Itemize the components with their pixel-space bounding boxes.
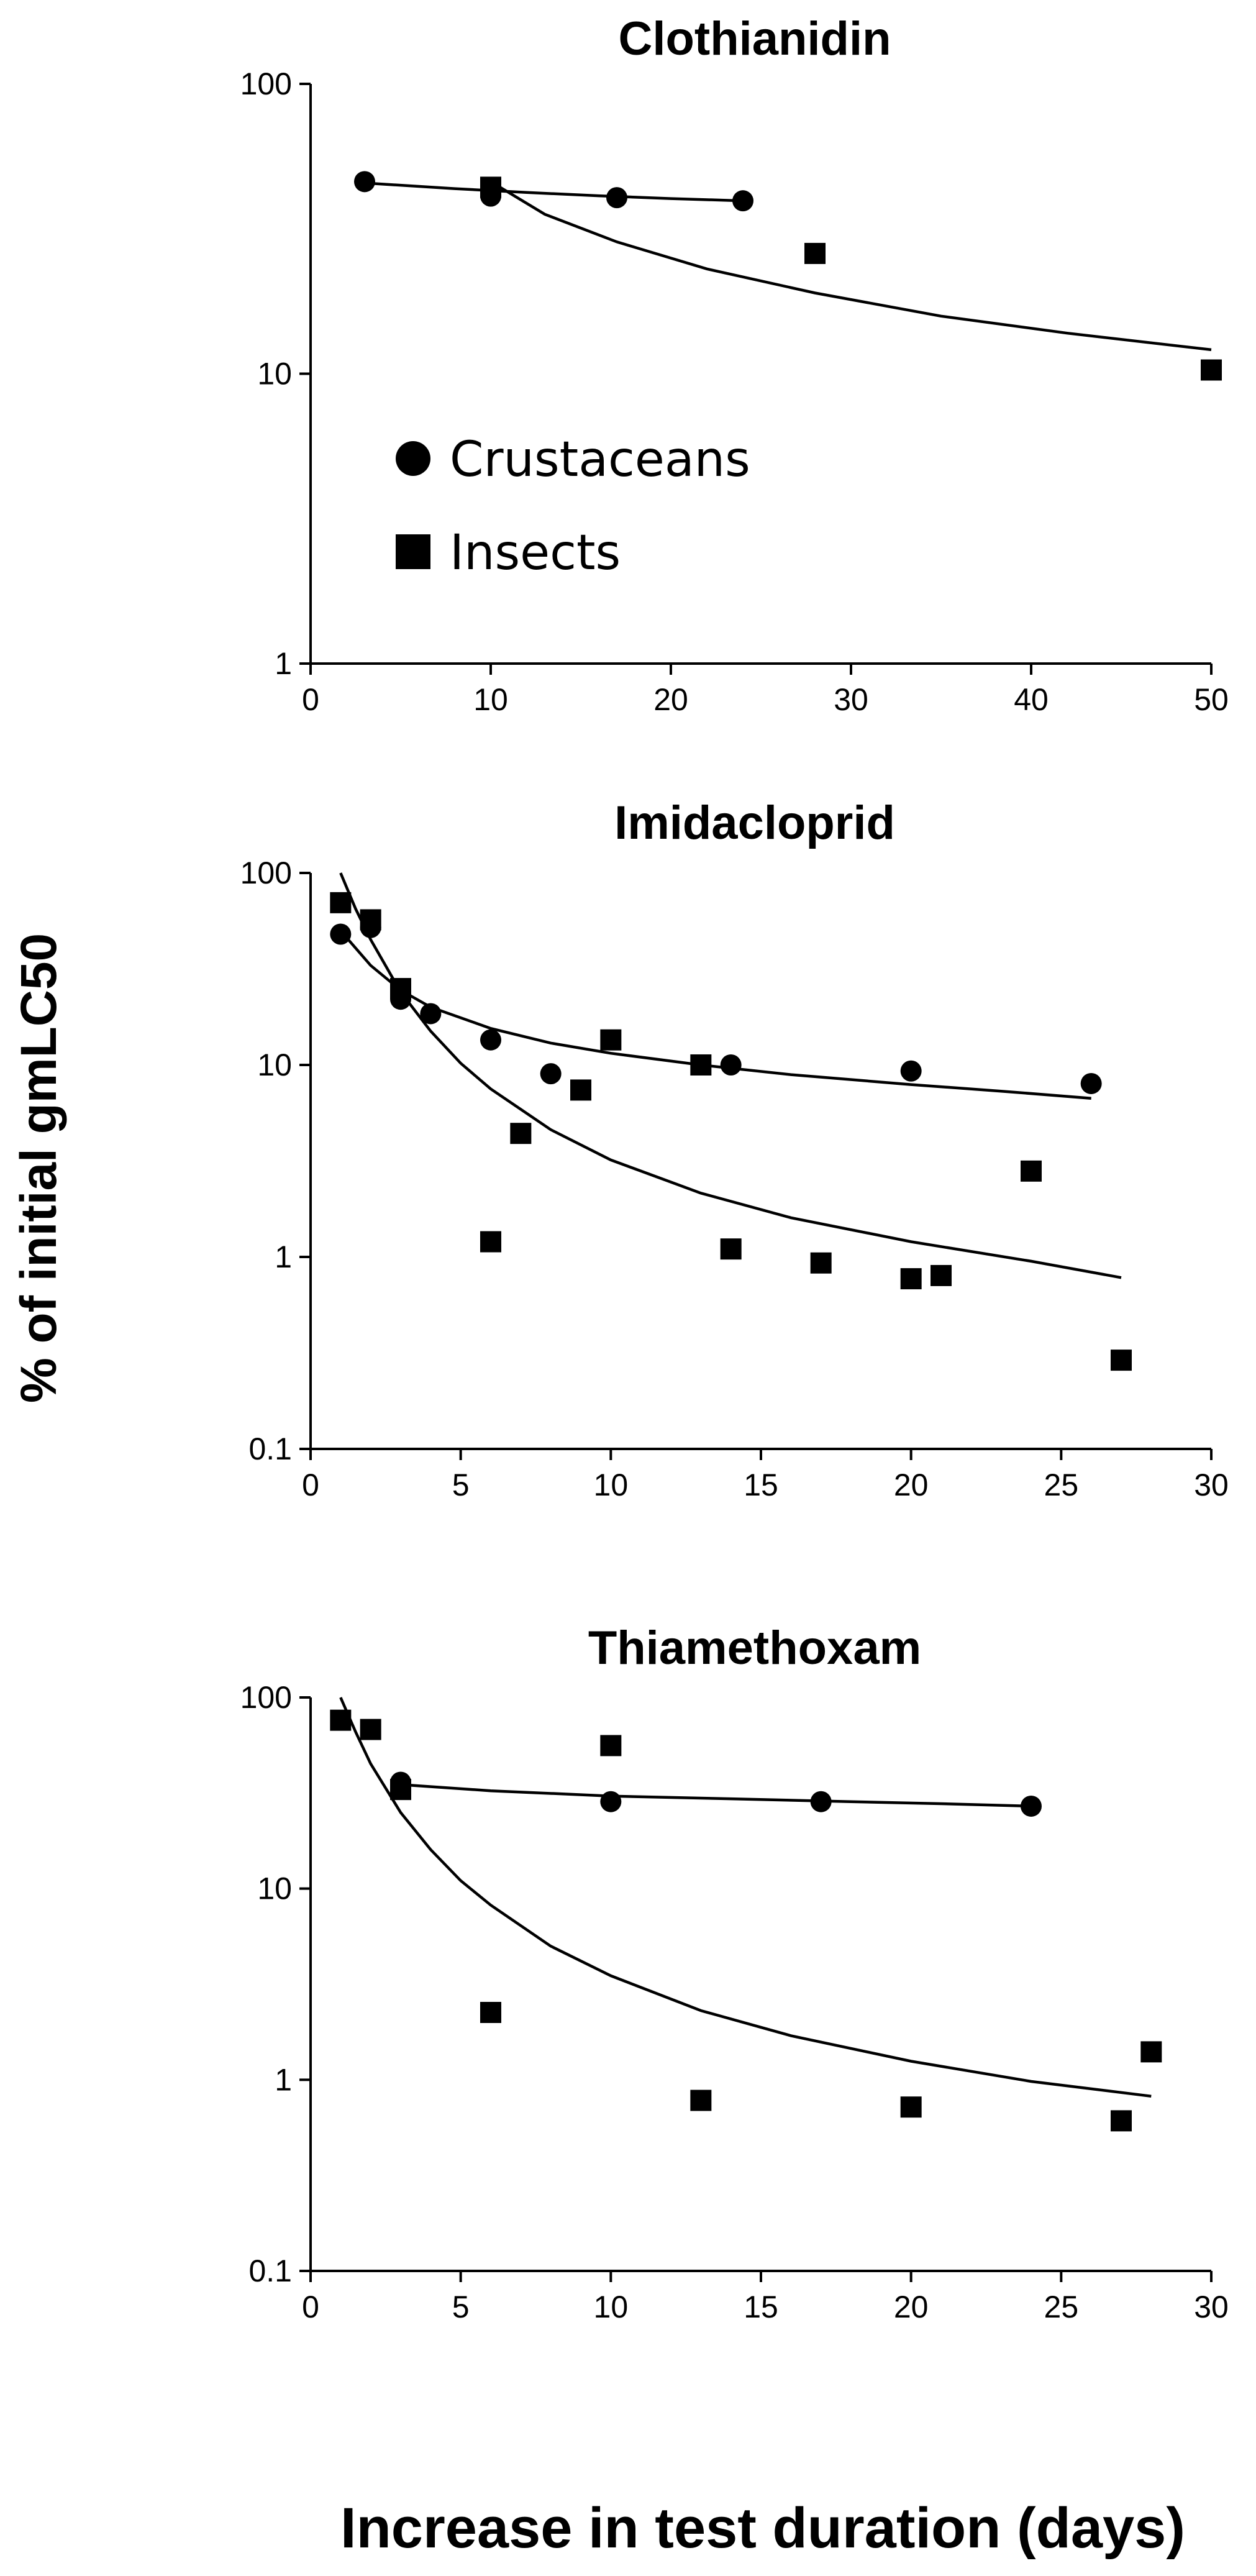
x-tick-label: 25 xyxy=(1044,1468,1079,1502)
data-point-insects xyxy=(1021,1160,1042,1182)
y-tick-label: 100 xyxy=(240,856,292,890)
x-tick-label: 10 xyxy=(473,682,508,717)
x-tick-label: 10 xyxy=(594,1468,629,1502)
data-point-crustaceans xyxy=(540,1063,562,1085)
x-tick-label: 20 xyxy=(894,1468,929,1502)
chart-panel-clothianidin: Clothianidin 1 10 100 0 10 20 30 40 50 Crustaceans… xyxy=(240,12,1229,717)
y-tick-label: 1 xyxy=(275,2062,292,2097)
data-point-insects xyxy=(570,1079,591,1101)
data-point-crustaceans xyxy=(330,923,352,945)
y-tick-label: 1 xyxy=(275,1240,292,1274)
data-point-insects xyxy=(330,892,352,913)
data-point-insects xyxy=(810,1252,832,1274)
data-point-crustaceans xyxy=(900,1060,922,1082)
data-point-insects xyxy=(600,1735,622,1756)
y-tick-label: 0.1 xyxy=(248,2254,292,2288)
data-point-insects xyxy=(480,1231,501,1253)
x-tick-label: 0 xyxy=(302,1468,319,1502)
data-point-crustaceans xyxy=(720,1054,742,1076)
data-point-insects xyxy=(720,1238,742,1260)
fit-curve-crustaceans xyxy=(400,1783,1032,1808)
x-tick-label: 40 xyxy=(1014,682,1049,717)
y-tick-label: 10 xyxy=(257,1048,292,1082)
data-point-crustaceans xyxy=(480,1029,501,1051)
data-point-crustaceans xyxy=(354,171,375,193)
x-tick-label: 15 xyxy=(744,2290,778,2324)
data-point-insects xyxy=(390,978,411,1000)
data-point-insects xyxy=(1140,2041,1162,2063)
y-tick-label: 100 xyxy=(240,66,292,101)
x-tick-label: 10 xyxy=(594,2290,629,2324)
data-point-insects xyxy=(900,1268,922,1290)
data-point-crustaceans xyxy=(1080,1072,1102,1094)
data-point-insects xyxy=(804,242,826,264)
data-point-insects xyxy=(390,1779,411,1801)
data-point-insects xyxy=(690,1054,712,1076)
data-point-crustaceans xyxy=(732,190,753,212)
y-axis-label: % of initial gmLC50 xyxy=(11,933,67,1403)
data-point-insects xyxy=(360,1719,381,1740)
data-point-insects xyxy=(1111,1350,1132,1371)
data-point-insects xyxy=(360,909,381,931)
data-point-insects xyxy=(480,2001,501,2023)
y-tick-label: 100 xyxy=(240,1680,292,1715)
data-point-crustaceans xyxy=(810,1791,832,1812)
x-tick-label: 0 xyxy=(302,2290,319,2324)
fit-curve-crustaceans xyxy=(339,929,1091,1100)
y-tick-label: 10 xyxy=(257,1871,292,1906)
x-tick-label: 20 xyxy=(894,2290,929,2324)
legend-label-crustaceans: Crustaceans xyxy=(450,432,750,488)
legend-marker-square-icon xyxy=(396,534,430,569)
x-tick-label: 50 xyxy=(1194,682,1229,717)
x-tick-label: 30 xyxy=(1194,2290,1229,2324)
data-point-insects xyxy=(480,176,501,198)
y-tick-label: 0.1 xyxy=(248,1432,292,1466)
x-tick-label: 0 xyxy=(302,682,319,717)
data-point-crustaceans xyxy=(1021,1795,1042,1817)
data-point-insects xyxy=(510,1123,532,1144)
legend-label-insects: Insects xyxy=(450,525,621,581)
data-point-insects xyxy=(931,1264,952,1286)
y-tick-label: 10 xyxy=(257,357,292,391)
data-point-insects xyxy=(1201,359,1222,381)
x-axis-label: Increase in test duration (days) xyxy=(340,2496,1185,2560)
data-point-insects xyxy=(900,2096,922,2118)
x-tick-label: 30 xyxy=(1194,1468,1229,1502)
data-point-crustaceans xyxy=(606,187,627,209)
data-point-insects xyxy=(330,1709,352,1731)
chart-title: Thiamethoxam xyxy=(588,1622,921,1674)
chart-title: Clothianidin xyxy=(618,12,891,65)
chart-panel-thiamethoxam: Thiamethoxam 0.1 1 10 100 0 5 10 15 20 25 30 xyxy=(240,1622,1229,2324)
x-tick-label: 5 xyxy=(452,2290,470,2324)
chart-title: Imidacloprid xyxy=(614,797,895,849)
x-tick-label: 15 xyxy=(744,1468,778,1502)
data-point-crustaceans xyxy=(420,1003,442,1025)
x-tick-label: 25 xyxy=(1044,2290,1079,2324)
data-point-crustaceans xyxy=(600,1791,622,1812)
x-tick-label: 5 xyxy=(452,1468,470,1502)
y-tick-label: 1 xyxy=(275,646,292,681)
fit-curve-insects xyxy=(489,180,1212,352)
data-point-insects xyxy=(690,2090,712,2111)
legend-marker-circle-icon xyxy=(396,441,430,476)
data-point-insects xyxy=(1111,2110,1132,2132)
fit-curve-crustaceans xyxy=(364,181,744,203)
legend: Crustaceans Insects xyxy=(396,432,750,581)
fit-curve-insects xyxy=(339,1697,1152,2098)
data-point-insects xyxy=(600,1029,622,1051)
chart-panel-imidacloprid: Imidacloprid 0.1 1 10 100 0 5 10 15 20 25 30 xyxy=(240,797,1229,1502)
fit-curve-insects xyxy=(339,872,1122,1279)
x-tick-label: 20 xyxy=(653,682,688,717)
x-tick-label: 30 xyxy=(834,682,868,717)
